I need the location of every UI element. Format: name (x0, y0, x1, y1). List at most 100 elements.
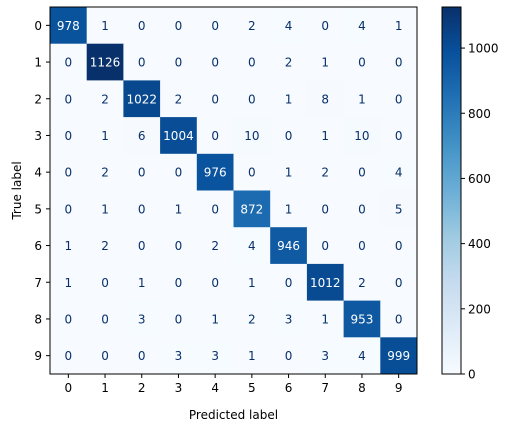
heatmap-cells (50, 7, 418, 375)
heatmap-cell (233, 190, 271, 228)
heatmap-cell (233, 300, 271, 338)
cell-value-label: 1 (358, 92, 366, 106)
cell-value-label: 0 (175, 56, 183, 70)
heatmap-cell (123, 7, 161, 45)
cell-value-label: 0 (211, 202, 219, 216)
heatmap-cell (306, 337, 345, 375)
cell-value-label: 872 (240, 202, 263, 216)
heatmap-cell (343, 190, 381, 228)
heatmap-cell (123, 117, 161, 155)
heatmap-cell (50, 227, 88, 265)
colorbar-tick-label: 0 (468, 368, 476, 382)
cell-value-label: 0 (285, 129, 293, 143)
cell-value-label: 2 (101, 239, 109, 253)
heatmap-cell (123, 337, 161, 375)
cell-value-label: 1012 (310, 276, 341, 290)
cell-value-label: 3 (175, 349, 183, 363)
heatmap-cell (160, 80, 198, 118)
heatmap-cell (196, 7, 234, 45)
heatmap-cell (86, 190, 124, 228)
cell-value-label: 946 (277, 239, 300, 253)
heatmap-cell (233, 263, 271, 302)
heatmap-cell (270, 80, 308, 118)
y-tick-label: 8 (34, 312, 42, 326)
heatmap-cell (270, 43, 308, 81)
cell-value-label: 0 (358, 166, 366, 180)
heatmap-cell (196, 337, 234, 375)
heatmap-cell (196, 190, 234, 228)
cell-value-label: 1004 (163, 129, 194, 143)
heatmap-cell (233, 43, 271, 81)
heatmap-cell (50, 337, 88, 375)
cell-value-label: 1 (65, 276, 73, 290)
heatmap-cell (306, 263, 345, 302)
cell-value-label: 0 (138, 19, 146, 33)
cell-value-label: 3 (138, 312, 146, 326)
x-tick-label: 1 (101, 381, 109, 395)
cell-value-label: 0 (65, 56, 73, 70)
cell-value-label: 1 (248, 276, 256, 290)
heatmap-cell (160, 117, 198, 155)
heatmap-cell (86, 300, 124, 338)
heatmap-cell (343, 117, 381, 155)
heatmap-cell (160, 153, 198, 191)
cell-value-label: 0 (175, 19, 183, 33)
heatmap-cell (270, 337, 308, 375)
heatmap-cell (160, 300, 198, 338)
heatmap-cell (306, 227, 345, 265)
cell-value-label: 3 (321, 349, 329, 363)
heatmap-cell (380, 263, 418, 302)
y-axis-ticks: 0 1 2 3 4 5 6 7 8 9 (34, 19, 50, 363)
cell-value-label: 0 (65, 92, 73, 106)
cell-value-label: 2 (285, 56, 293, 70)
cell-value-label: 0 (211, 56, 219, 70)
heatmap-cell (270, 263, 308, 302)
cell-value-label: 1 (321, 129, 329, 143)
heatmap-cell (50, 153, 88, 191)
cell-value-label: 1 (285, 92, 293, 106)
cell-value-label: 8 (321, 92, 329, 106)
heatmap-cell (50, 117, 88, 155)
heatmap-cell (86, 117, 124, 155)
cell-value-label: 1 (285, 202, 293, 216)
x-tick-label: 6 (285, 381, 293, 395)
x-tick-label: 7 (321, 381, 329, 395)
cell-value-label: 4 (358, 349, 366, 363)
heatmap-cell (270, 117, 308, 155)
x-tick-label: 0 (65, 381, 73, 395)
heatmap-cell (343, 153, 381, 191)
heatmap-cell (233, 117, 271, 155)
cell-value-label: 3 (285, 312, 293, 326)
cell-value-label: 0 (175, 239, 183, 253)
cell-value-label: 0 (101, 276, 109, 290)
plot-frame (49, 6, 418, 375)
cell-value-label: 1 (285, 166, 293, 180)
cell-value-labels: 978 1 0 0 0 2 4 0 4 10 1126 0 0 0 0 2 1 0 00 2 1022 2 0 0 1 8 1 00 1… (57, 19, 410, 363)
cell-value-label: 0 (248, 92, 256, 106)
x-tick-label: 3 (175, 381, 183, 395)
heatmap-cell (270, 300, 308, 338)
cell-value-label: 1 (101, 129, 109, 143)
cell-value-label: 0 (321, 202, 329, 216)
heatmap-cell (123, 263, 161, 302)
x-tick-label: 8 (358, 381, 366, 395)
cell-value-label: 976 (204, 166, 227, 180)
cell-value-label: 0 (65, 202, 73, 216)
cell-value-label: 0 (285, 276, 293, 290)
cell-value-label: 0 (321, 19, 329, 33)
cell-value-label: 953 (350, 312, 373, 326)
heatmap-cell (380, 227, 418, 265)
cell-value-label: 3 (211, 349, 219, 363)
heatmap-cell (50, 43, 88, 81)
heatmap-cell (123, 80, 161, 118)
cell-value-label: 0 (175, 312, 183, 326)
heatmap-cell (86, 43, 124, 81)
cell-value-label: 0 (138, 56, 146, 70)
heatmap-cell (380, 337, 418, 375)
cell-value-label: 0 (65, 166, 73, 180)
heatmap-cell (50, 263, 88, 302)
heatmap-cell (50, 300, 88, 338)
cell-value-label: 0 (358, 56, 366, 70)
heatmap-cell (86, 227, 124, 265)
